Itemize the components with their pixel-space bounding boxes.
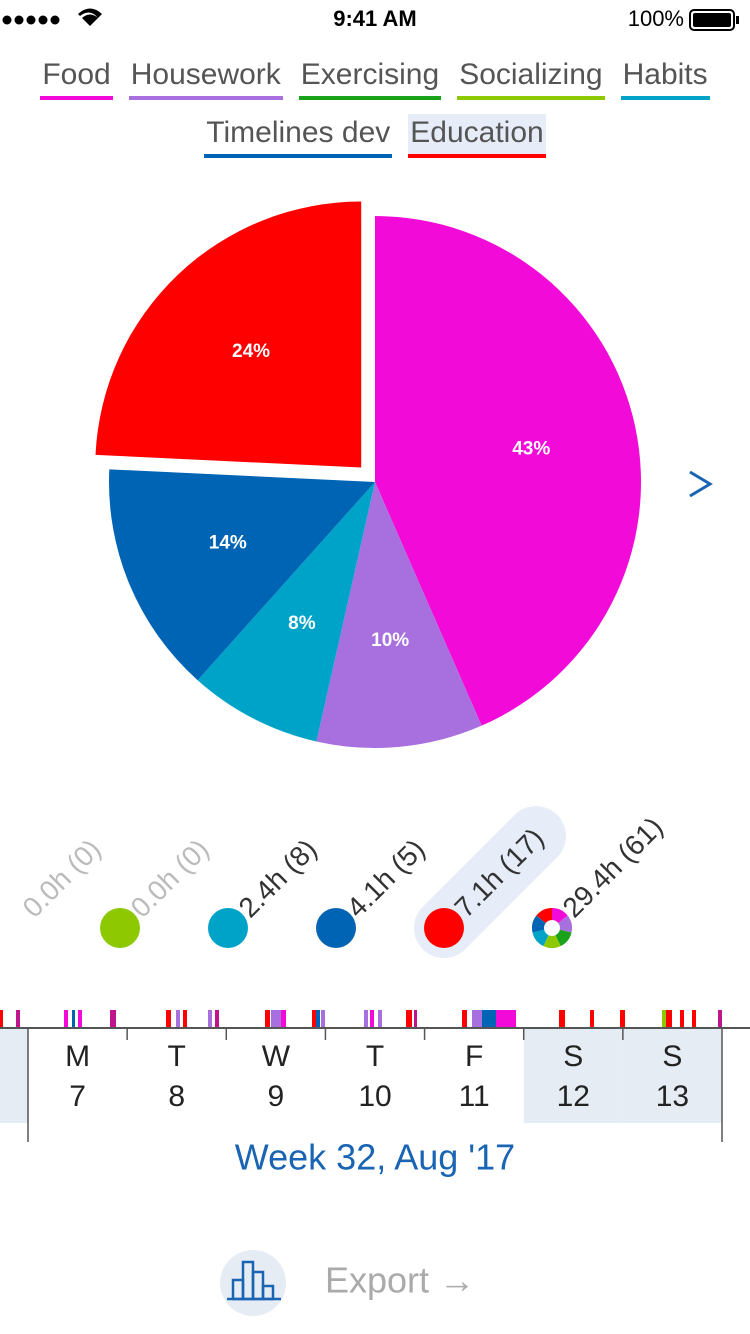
week-title[interactable]: Week 32, Aug '17 (235, 1137, 515, 1178)
category-tab[interactable]: Timelines dev (204, 114, 393, 158)
legend-label: 4.1h (5) (341, 833, 431, 923)
day-date: 13 (656, 1080, 689, 1113)
all-icon-segment (532, 915, 546, 933)
legend-dot (208, 908, 248, 948)
all-icon-segment (543, 935, 561, 948)
day-date: 11 (459, 1080, 490, 1113)
battery-text: 100% (628, 6, 684, 31)
day-letter: F (465, 1040, 483, 1073)
day-date: 10 (358, 1080, 391, 1113)
day-letter: T (366, 1040, 384, 1073)
category-tab[interactable]: Exercising (298, 56, 442, 100)
slice-label: 10% (371, 630, 409, 651)
legend-dot (316, 908, 356, 948)
legend-label: 0.0h (0) (17, 833, 107, 923)
all-icon-segment (558, 915, 572, 933)
weekend-bg (523, 1029, 623, 1123)
signal (2, 8, 102, 26)
pie-slice (197, 482, 375, 742)
legend-label: 29.4h (61) (557, 811, 669, 923)
day-letter: S (662, 1040, 682, 1073)
day-letter: M (65, 1040, 90, 1073)
pie-slice (375, 216, 642, 726)
next-chevron[interactable] (689, 470, 713, 498)
time: 9:41 AM (333, 6, 417, 31)
legend-dot (424, 908, 464, 948)
category-tab[interactable]: Socializing (457, 56, 605, 100)
legend-label: 2.4h (8) (233, 833, 323, 923)
category-tab[interactable]: Food (40, 56, 113, 100)
slice-label: 14% (209, 533, 247, 554)
legend-item[interactable]: 0.0h (0) (125, 833, 215, 923)
weekend-bg (622, 1029, 722, 1123)
all-icon-segment (552, 908, 568, 924)
export-button[interactable]: Export → (325, 1260, 475, 1301)
day-date: 9 (268, 1080, 285, 1113)
pie-slice (95, 201, 362, 468)
legend-item[interactable]: 0.0h (0) (17, 833, 107, 923)
legend-item[interactable]: 29.4h (61) (557, 811, 669, 923)
all-icon-segment (555, 929, 572, 947)
day-date: 8 (168, 1080, 185, 1113)
pie-slice (108, 469, 375, 681)
slice-label: 43% (512, 438, 550, 459)
category-tab[interactable]: Education (408, 114, 546, 158)
day-date: 12 (557, 1080, 590, 1113)
category-tab[interactable]: Housework (128, 56, 283, 100)
all-icon-segment (536, 908, 552, 924)
legend-item[interactable]: 4.1h (5) (341, 833, 431, 923)
all-icon-segment (532, 929, 549, 947)
stats-button[interactable] (220, 1250, 286, 1316)
timeline-strip (0, 1010, 750, 1123)
legend-label: 0.0h (0) (125, 833, 215, 923)
category-tabs: Food Housework Exercising Socializing Habits… (0, 56, 750, 158)
day-letter: T (168, 1040, 186, 1073)
legend-dot (100, 908, 140, 948)
battery-icon (689, 9, 739, 31)
day-date: 7 (69, 1080, 86, 1113)
slice-label: 24% (232, 341, 270, 362)
pie-slice (316, 482, 482, 748)
category-tab[interactable]: Habits (620, 56, 710, 100)
slice-label: 8% (288, 613, 316, 634)
day-letter: W (262, 1040, 291, 1073)
day-letter: S (563, 1040, 583, 1073)
legend-item[interactable]: 2.4h (8) (233, 833, 323, 923)
